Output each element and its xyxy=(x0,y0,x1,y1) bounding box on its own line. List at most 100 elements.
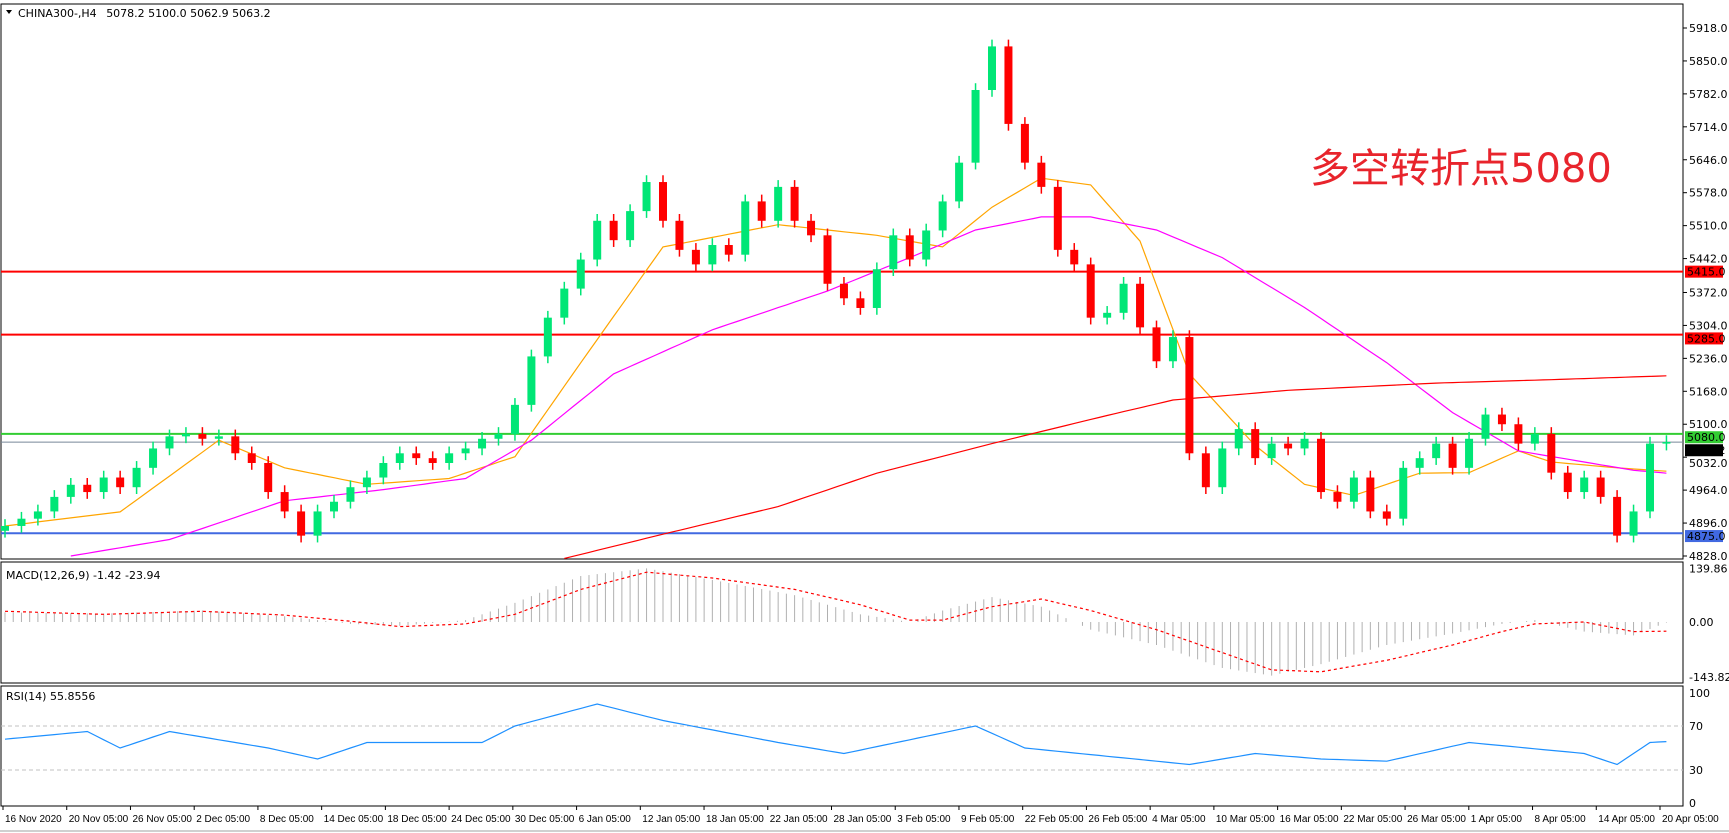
bullish-candle xyxy=(1218,448,1227,488)
y-tick-label: 5304.0 xyxy=(1689,319,1728,332)
bullish-candle xyxy=(66,484,75,497)
y-tick-label: 5372.0 xyxy=(1689,286,1728,299)
bullish-candle xyxy=(708,245,717,265)
price-label: 4875.0 xyxy=(1687,530,1726,543)
bullish-candle xyxy=(445,453,454,463)
y-tick-label: 4964.0 xyxy=(1689,484,1728,497)
bearish-candle xyxy=(264,462,273,493)
bearish-candle xyxy=(1020,123,1029,163)
bullish-candle xyxy=(1629,511,1638,536)
bearish-candle xyxy=(823,235,832,284)
bullish-candle xyxy=(971,90,980,163)
bullish-candle xyxy=(576,259,585,289)
x-tick-label: 22 Jan 05:00 xyxy=(770,814,828,825)
macd-tick-label: 0.00 xyxy=(1689,616,1714,629)
bearish-candle xyxy=(1053,186,1062,250)
bearish-candle xyxy=(1613,496,1622,536)
x-tick-label: 3 Feb 05:00 xyxy=(897,814,951,825)
bearish-candle xyxy=(1070,249,1079,265)
bullish-candle xyxy=(626,211,635,241)
bullish-candle xyxy=(1349,477,1358,502)
bullish-candle xyxy=(1,525,9,531)
bullish-candle xyxy=(214,436,223,439)
bullish-candle xyxy=(642,182,651,212)
bearish-candle xyxy=(297,511,306,536)
bearish-candle xyxy=(1497,414,1506,425)
x-tick-label: 22 Mar 05:00 xyxy=(1343,814,1402,825)
bullish-candle xyxy=(1530,433,1539,444)
y-tick-label: 5168.0 xyxy=(1689,385,1728,398)
macd-tick-label: 139.86 xyxy=(1689,562,1728,575)
y-tick-label: 5236.0 xyxy=(1689,352,1728,365)
bearish-candle xyxy=(790,186,799,221)
bullish-candle xyxy=(313,511,322,536)
x-tick-label: 28 Jan 05:00 xyxy=(834,814,892,825)
y-tick-label: 5850.0 xyxy=(1689,55,1728,68)
bearish-candle xyxy=(198,433,207,439)
bullish-candle xyxy=(1465,438,1474,468)
bearish-candle xyxy=(1284,443,1293,449)
macd-label: MACD(12,26,9) -1.42 -23.94 xyxy=(6,569,160,582)
x-tick-label: 14 Apr 05:00 xyxy=(1598,814,1655,825)
x-tick-label: 2 Dec 05:00 xyxy=(196,814,250,825)
bearish-candle xyxy=(724,245,733,255)
bullish-candle xyxy=(181,433,190,437)
bearish-candle xyxy=(1004,46,1013,124)
bullish-candle xyxy=(165,436,174,449)
bearish-candle xyxy=(116,477,125,488)
bearish-candle xyxy=(231,436,240,454)
bullish-candle xyxy=(1103,312,1112,318)
bullish-candle xyxy=(395,453,404,463)
bullish-candle xyxy=(362,477,371,488)
bullish-candle xyxy=(889,235,898,270)
x-tick-label: 24 Dec 05:00 xyxy=(451,814,511,825)
moving-average-line xyxy=(564,375,1667,559)
bearish-candle xyxy=(83,484,92,493)
bearish-candle xyxy=(905,235,914,260)
bullish-candle xyxy=(1168,337,1177,362)
bearish-candle xyxy=(609,220,618,241)
moving-average-line xyxy=(70,216,1667,557)
bullish-candle xyxy=(1580,477,1589,493)
bearish-candle xyxy=(1547,433,1556,473)
bullish-candle xyxy=(494,433,503,439)
bullish-candle xyxy=(1432,443,1441,459)
price-label: 5080.0 xyxy=(1687,431,1726,444)
bearish-candle xyxy=(839,283,848,299)
rsi-tick-label: 100 xyxy=(1689,687,1710,700)
x-tick-label: 20 Apr 05:00 xyxy=(1662,814,1719,825)
bullish-candle xyxy=(1234,429,1243,449)
bullish-candle xyxy=(461,448,470,454)
bearish-candle xyxy=(691,249,700,265)
symbol-header: CHINA300-,H4 5078.2 5100.0 5062.9 5063.2 xyxy=(18,7,271,20)
rsi-label: RSI(14) 55.8556 xyxy=(6,690,95,703)
collapse-triangle-icon[interactable] xyxy=(6,10,12,14)
bullish-candle xyxy=(50,496,59,512)
bearish-candle xyxy=(1333,492,1342,502)
bullish-candle xyxy=(527,356,536,405)
bearish-candle xyxy=(1201,453,1210,488)
macd-panel[interactable]: 139.86 0.00 -143.82 xyxy=(0,561,1729,684)
price-label-bg xyxy=(1685,265,1723,278)
bearish-candle xyxy=(675,220,684,250)
rsi-panel[interactable]: 100 70 30 0 xyxy=(0,685,1710,810)
x-tick-label: 26 Feb 05:00 xyxy=(1088,814,1147,825)
bearish-candle xyxy=(1382,511,1391,519)
y-tick-label: 5442.0 xyxy=(1689,253,1728,266)
x-tick-label: 26 Mar 05:00 xyxy=(1407,814,1466,825)
y-tick-label: 5032.0 xyxy=(1689,457,1728,470)
bullish-candle xyxy=(1415,458,1424,468)
bearish-candle xyxy=(807,220,816,236)
bullish-candle xyxy=(1662,442,1671,444)
bullish-candle xyxy=(1267,443,1276,459)
price-panel[interactable]: 5918.0 5850.0 5782.0 5714.0 5646.0 5578.0 5510… xyxy=(0,3,1728,563)
bullish-candle xyxy=(593,220,602,260)
x-tick-label: 18 Jan 05:00 xyxy=(706,814,764,825)
y-tick-label: 5578.0 xyxy=(1689,187,1728,200)
bearish-candle xyxy=(757,201,766,221)
bearish-candle xyxy=(247,453,256,463)
rsi-tick-label: 70 xyxy=(1689,720,1703,733)
x-tick-label: 8 Dec 05:00 xyxy=(260,814,314,825)
x-tick-label: 9 Feb 05:00 xyxy=(961,814,1015,825)
